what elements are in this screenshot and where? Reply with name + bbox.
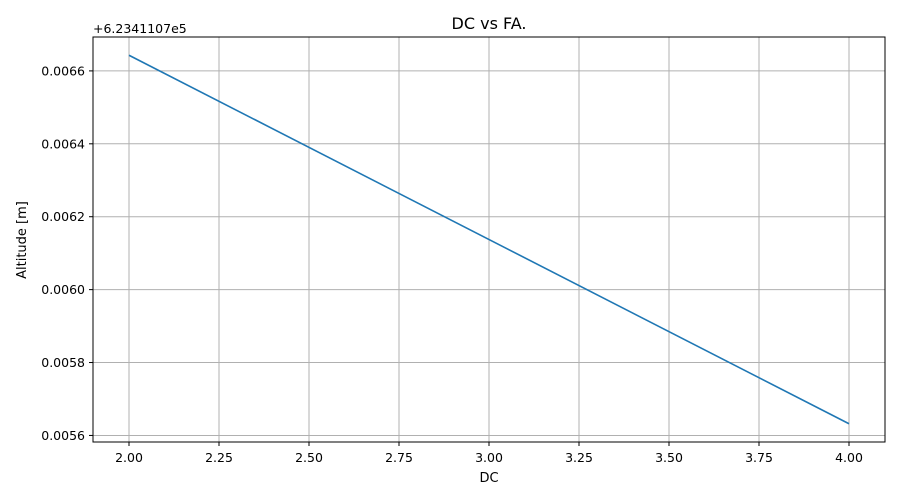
y-tick-label: 0.0066 bbox=[41, 63, 85, 78]
y-tick-label: 0.0056 bbox=[41, 428, 85, 443]
y-tick-label: 0.0060 bbox=[41, 282, 85, 297]
x-axis-label: DC bbox=[479, 471, 498, 486]
chart-title: DC vs FA. bbox=[452, 14, 527, 33]
x-tick-label: 3.50 bbox=[655, 450, 683, 465]
y-axis-label: Altitude [m] bbox=[15, 201, 30, 279]
x-tick-label: 2.50 bbox=[295, 450, 323, 465]
x-tick-label: 2.00 bbox=[115, 450, 143, 465]
y-tick-label: 0.0064 bbox=[41, 136, 85, 151]
grid bbox=[93, 37, 885, 442]
series-line bbox=[128, 54, 850, 425]
y-tick-label: 0.0058 bbox=[41, 355, 85, 370]
x-tick-label: 4.00 bbox=[835, 450, 863, 465]
series-layer bbox=[128, 54, 850, 425]
y-tick-label: 0.0062 bbox=[41, 209, 85, 224]
ticks: 2.00 2.25 2.50 2.75 3.00 3.25 3.50 3.75 4.00 0.00… bbox=[41, 63, 863, 465]
x-tick-label: 2.25 bbox=[205, 450, 233, 465]
x-tick-label: 3.75 bbox=[745, 450, 773, 465]
x-tick-label: 3.25 bbox=[565, 450, 593, 465]
y-axis-offset-label: +6.2341107e5 bbox=[93, 21, 187, 36]
x-tick-label: 3.00 bbox=[475, 450, 503, 465]
x-tick-label: 2.75 bbox=[385, 450, 413, 465]
